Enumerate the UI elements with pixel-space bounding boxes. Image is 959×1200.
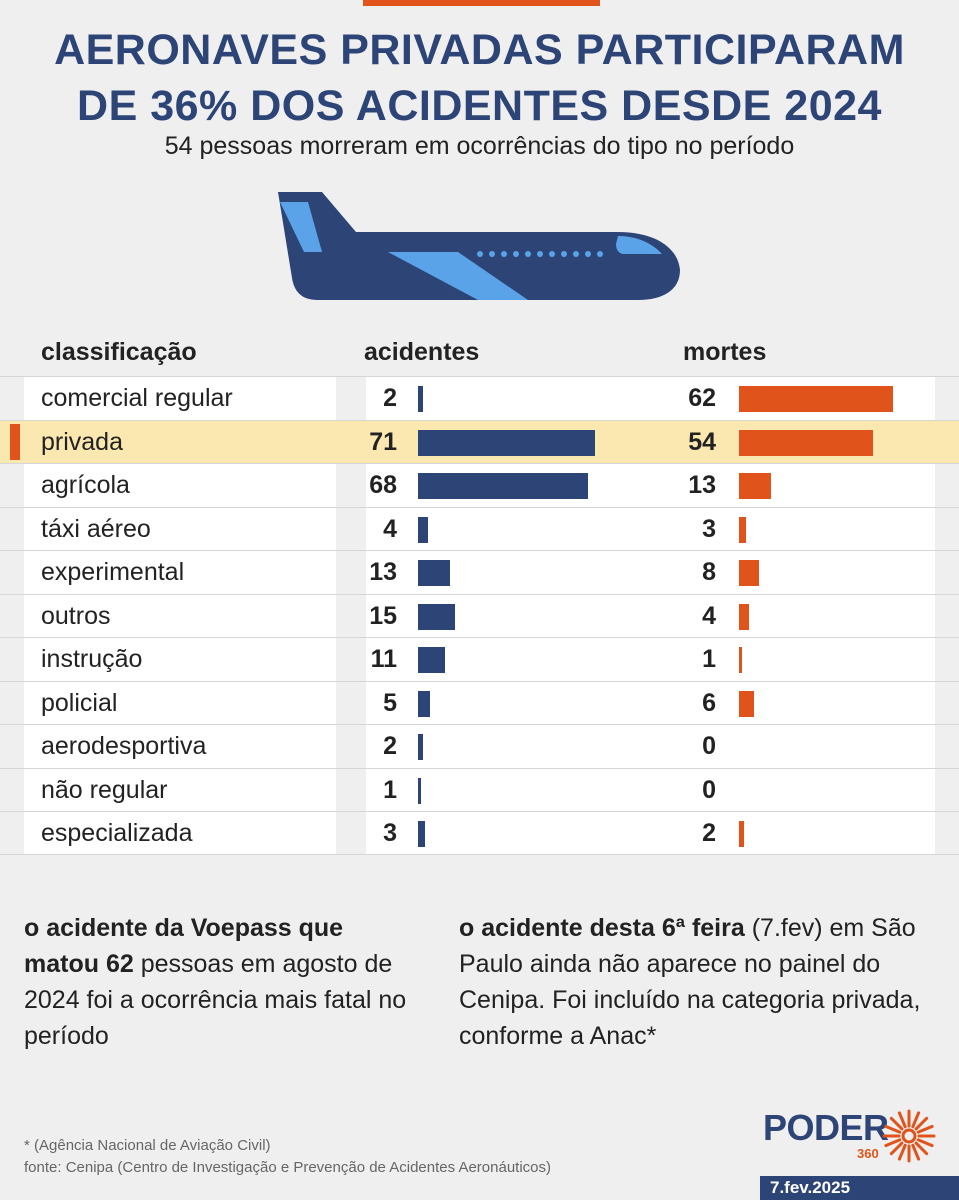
- accidents-value: 11: [370, 645, 397, 673]
- logo-text: PODER: [763, 1107, 889, 1148]
- chart-title: AERONAVES PRIVADAS PARTICIPARAM DE 36% D…: [0, 22, 959, 134]
- deaths-value: 4: [702, 601, 716, 630]
- accidents-value: 4: [383, 514, 397, 543]
- date-badge: 7.fev.2025: [760, 1176, 959, 1200]
- row-label: privada: [41, 427, 123, 456]
- note-sao-paulo-bold: o acidente desta 6ª feira: [459, 914, 745, 942]
- poder360-sun-icon: [882, 1109, 936, 1163]
- chart-subtitle: 54 pessoas morreram em ocorrências do ti…: [164, 132, 795, 160]
- deaths-value: 62: [688, 384, 716, 412]
- table-row: aerodesportiva 2 0: [0, 724, 959, 768]
- footnote: * (Agência Nacional de Aviação Civil): [24, 1137, 271, 1154]
- deaths-bar: [739, 647, 742, 673]
- note-voepass-bold: o acidente da Voepass que matou 62: [24, 914, 344, 978]
- row-label: agrícola: [41, 471, 130, 499]
- airplane-icon: [278, 192, 680, 300]
- table-row: instrução 11 1: [0, 637, 959, 681]
- accidents-value: 5: [383, 688, 397, 717]
- accidents-bar: [418, 386, 423, 412]
- deaths-bar: [739, 560, 759, 586]
- accidents-bar: [418, 777, 421, 804]
- accidents-bar: [418, 734, 423, 760]
- table-row: policial 5 6: [0, 680, 959, 724]
- row-label: outros: [41, 601, 111, 630]
- table-row: experimental 13 8: [0, 550, 959, 594]
- deaths-bar: [739, 386, 893, 412]
- column-header-classification: classificação: [41, 338, 197, 366]
- deaths-value: 54: [688, 427, 716, 456]
- title-line-1: AERONAVES PRIVADAS PARTICIPARAM: [54, 26, 905, 74]
- accidents-bar: [418, 647, 446, 673]
- deaths-value: 8: [702, 558, 716, 586]
- column-header-deaths: mortes: [683, 338, 767, 366]
- deaths-bar: [739, 603, 749, 630]
- accidents-bar: [418, 560, 451, 586]
- accidents-value: 2: [383, 384, 397, 412]
- table-row: outros 15 4: [0, 593, 959, 637]
- data-table: comercial regular 2 62 privada 71 54 agrícola 6…: [0, 376, 959, 855]
- deaths-bar: [739, 473, 772, 499]
- accidents-value: 2: [383, 732, 397, 760]
- accidents-value: 1: [383, 775, 397, 804]
- deaths-value: 1: [702, 645, 716, 673]
- column-header-accidents: acidentes: [364, 338, 480, 366]
- deaths-value: 0: [702, 775, 716, 804]
- deaths-value: 3: [702, 514, 716, 543]
- row-label: aerodesportiva: [41, 732, 207, 760]
- note-voepass: o acidente da Voepass que matou 62 pesso…: [24, 910, 419, 1054]
- accidents-value: 13: [369, 558, 397, 586]
- deaths-value: 13: [688, 471, 716, 499]
- note-sao-paulo: o acidente desta 6ª feira (7.fev) em São…: [459, 910, 939, 1054]
- deaths-bar: [739, 690, 754, 717]
- table-row: agrícola 68 13: [0, 463, 959, 507]
- title-line-2: DE 36% DOS ACIDENTES DESDE 2024: [77, 82, 882, 130]
- table-row: especializada 3 2: [0, 811, 959, 855]
- poder360-logo: PODER 360: [763, 1107, 936, 1163]
- accidents-bar: [418, 516, 428, 543]
- table-row: táxi aéreo 4 3: [0, 506, 959, 550]
- accidents-value: 15: [369, 601, 397, 630]
- accidents-value: 3: [383, 819, 397, 847]
- note-voepass-text: pessoas em agosto de 2024 foi a ocorrênc…: [24, 950, 407, 1050]
- accidents-bar: [418, 690, 431, 717]
- accidents-bar: [418, 429, 595, 456]
- accidents-value: 68: [369, 471, 397, 499]
- top-accent-bar: [363, 0, 600, 6]
- row-label: instrução: [41, 645, 143, 673]
- accidents-value: 71: [369, 427, 397, 456]
- row-label: experimental: [41, 558, 185, 586]
- row-label: táxi aéreo: [41, 514, 151, 543]
- deaths-bar: [739, 821, 744, 847]
- table-row: não regular 1 0: [0, 767, 959, 811]
- row-label: não regular: [41, 775, 168, 804]
- note-sao-paulo-text: (7.fev) em São Paulo ainda não aparece n…: [459, 914, 921, 1050]
- table-row: privada 71 54: [0, 419, 959, 463]
- deaths-bar: [739, 516, 747, 543]
- accidents-bar: [418, 821, 426, 847]
- highlight-marker: [10, 423, 20, 460]
- deaths-bar: [739, 429, 874, 456]
- accidents-bar: [418, 473, 588, 499]
- deaths-value: 2: [702, 819, 716, 847]
- row-label: comercial regular: [41, 384, 233, 412]
- table-row: comercial regular 2 62: [0, 376, 959, 420]
- row-label: especializada: [41, 819, 193, 847]
- source-note: fonte: Cenipa (Centro de Investigação e …: [24, 1159, 551, 1176]
- deaths-value: 6: [702, 688, 716, 717]
- row-label: policial: [41, 688, 118, 717]
- accidents-bar: [418, 603, 456, 630]
- deaths-value: 0: [702, 732, 716, 760]
- logo-subtext: 360: [857, 1146, 879, 1161]
